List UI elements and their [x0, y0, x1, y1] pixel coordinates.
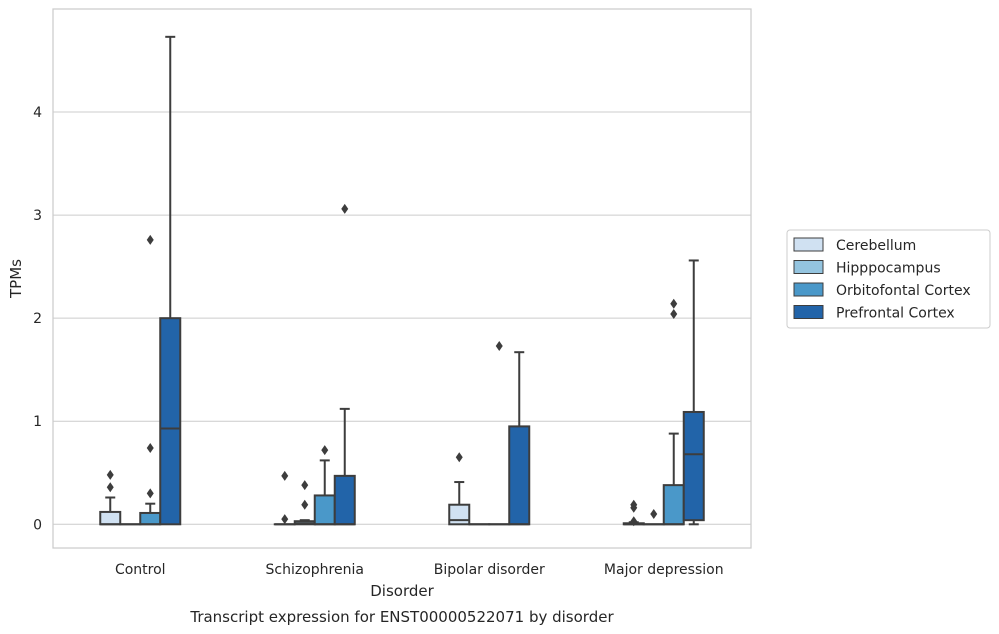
box-body	[682, 410, 705, 522]
box-body	[508, 425, 531, 526]
plot-frame	[52, 8, 752, 549]
box-body	[313, 494, 336, 526]
legend-swatch	[793, 305, 824, 319]
x-tick-label: Control	[115, 562, 166, 578]
x-tick-labels: Control Schizophrenia Bipolar disorder Majo…	[115, 562, 724, 578]
y-tick-label: 1	[33, 414, 42, 430]
gridlines	[53, 111, 751, 525]
y-tick-label: 3	[33, 208, 42, 224]
box-orbitofontal-cortex	[488, 341, 511, 526]
box-prefrontal-cortex	[682, 259, 705, 526]
outlier-point	[146, 488, 154, 499]
box-cerebellum	[99, 469, 122, 526]
x-tick-label: Schizophrenia	[266, 562, 364, 578]
box-prefrontal-cortex	[159, 35, 182, 526]
outlier-point	[281, 514, 289, 525]
legend: Cerebellum Hipppocampus Orbitofontal Corte…	[786, 229, 991, 329]
outlier-point	[146, 443, 154, 454]
box-body	[99, 510, 122, 526]
y-tick-label: 4	[33, 105, 42, 121]
outlier-point	[670, 309, 678, 320]
outlier-point	[670, 298, 678, 309]
legend-swatch	[793, 260, 824, 274]
y-tick-label: 0	[33, 517, 42, 533]
y-tick-labels: 0 1 2 3 4	[33, 105, 42, 533]
box-hipppocampus	[293, 480, 316, 526]
y-axis-label: TPMs	[7, 259, 25, 299]
legend-swatch	[793, 237, 824, 252]
box-body	[159, 317, 182, 526]
box-prefrontal-cortex	[333, 203, 356, 526]
outlier-point	[321, 445, 329, 456]
box-orbitofontal-cortex	[313, 445, 336, 526]
outlier-point	[495, 341, 503, 352]
box-cerebellum	[622, 499, 645, 527]
outlier-point	[630, 499, 638, 510]
legend-label: Orbitofontal Cortex	[836, 283, 971, 299]
outlier-point	[301, 480, 309, 491]
legend-frame	[786, 229, 991, 329]
outlier-point	[341, 203, 349, 214]
legend-label: Cerebellum	[836, 238, 916, 254]
outlier-point	[281, 470, 289, 481]
outlier-point	[455, 452, 463, 463]
box-body	[662, 484, 685, 526]
y-tick-label: 2	[33, 311, 42, 327]
box-body	[139, 511, 162, 526]
box-cerebellum	[448, 452, 471, 526]
outlier-point	[301, 499, 309, 510]
chart-title: Transcript expression for ENST0000052207…	[189, 608, 614, 626]
x-tick-label: Bipolar disorder	[434, 562, 545, 578]
box-orbitofontal-cortex	[139, 234, 162, 526]
outlier-point	[650, 508, 658, 519]
legend-swatch	[793, 282, 824, 297]
legend-label: Hipppocampus	[836, 261, 941, 277]
box-body	[333, 474, 356, 526]
box-cerebellum	[273, 470, 296, 526]
box-orbitofontal-cortex	[662, 298, 685, 526]
outlier-point	[146, 234, 154, 245]
x-tick-label: Major depression	[604, 562, 724, 578]
outlier-point	[106, 482, 114, 493]
box-series	[99, 35, 705, 527]
legend-label: Prefrontal Cortex	[836, 306, 955, 322]
outlier-point	[630, 516, 638, 527]
box-prefrontal-cortex	[508, 351, 531, 526]
x-axis-label: Disorder	[370, 582, 434, 600]
outlier-point	[106, 469, 114, 480]
box-body	[448, 503, 471, 526]
box-hipppocampus	[642, 508, 665, 526]
